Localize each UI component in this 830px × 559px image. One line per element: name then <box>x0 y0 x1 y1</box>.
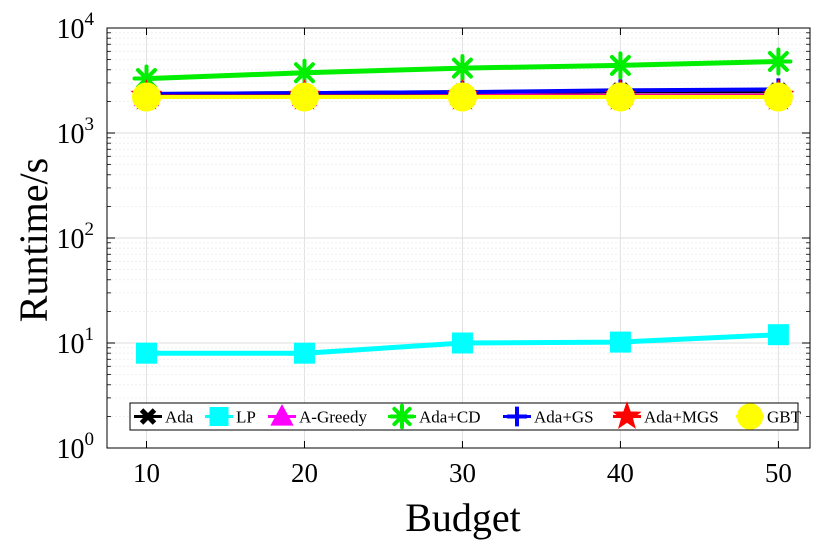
data-point-gbt <box>447 82 477 112</box>
legend-label-ada: Ada <box>165 408 194 427</box>
y-tick-label: 101 <box>57 324 95 360</box>
legend-label-a-greedy: A-Greedy <box>299 408 367 427</box>
legend: Ada LP A-Greedy Ada+CD Ada+GS Ada+MGS GBT <box>129 401 802 431</box>
x-axis-label: Budget <box>405 495 521 540</box>
data-point-ada-cd <box>764 47 793 76</box>
data-point-ada-cd <box>606 51 635 80</box>
y-tick-label: 100 <box>57 429 95 465</box>
x-tick-label: 40 <box>607 458 634 488</box>
legend-label-ada-gs: Ada+GS <box>534 408 594 427</box>
y-tick-label: 103 <box>57 114 95 150</box>
data-point-gbt <box>289 82 319 112</box>
legend-label-gbt: GBT <box>767 408 802 427</box>
y-tick-label: 104 <box>57 9 95 45</box>
data-point-gbt <box>605 82 635 112</box>
legend-marker-ada-mgs <box>612 401 642 429</box>
data-point-lp <box>451 332 473 354</box>
data-point-ada-cd <box>448 54 477 83</box>
y-tick-label: 102 <box>57 219 95 255</box>
legend-box <box>129 402 799 431</box>
data-point-gbt <box>131 82 161 112</box>
data-point-lp <box>135 342 157 364</box>
data-point-lp <box>609 331 631 353</box>
x-tick-label: 50 <box>765 458 792 488</box>
x-tick-label: 20 <box>291 458 318 488</box>
legend-marker-ada <box>139 408 157 425</box>
x-tick-label: 30 <box>449 458 476 488</box>
legend-label-ada-cd: Ada+CD <box>419 408 481 427</box>
legend-label-lp: LP <box>236 408 256 427</box>
legend-marker-gbt <box>736 403 764 430</box>
data-point-lp <box>767 324 789 346</box>
x-tick-label: 10 <box>133 458 160 488</box>
legend-marker-ada-gs <box>507 406 527 427</box>
legend-marker-lp <box>209 407 229 426</box>
legend-label-ada-mgs: Ada+MGS <box>644 408 719 427</box>
y-axis-label: Runtime/s <box>11 158 56 322</box>
series-markers <box>130 47 795 364</box>
legend-marker-ada-cd <box>389 403 415 430</box>
data-point-gbt <box>763 82 793 112</box>
axis-ticks: 10 20 30 40 50 100 101 102 103 104 <box>57 9 810 488</box>
data-point-lp <box>293 342 315 364</box>
legend-marker-a-greedy <box>270 404 294 426</box>
